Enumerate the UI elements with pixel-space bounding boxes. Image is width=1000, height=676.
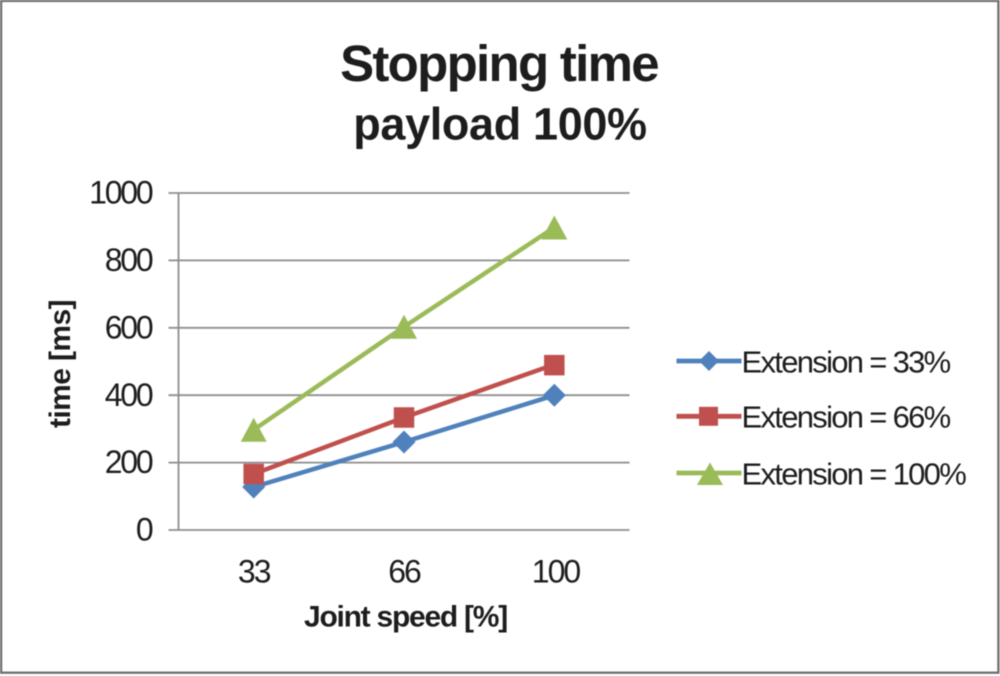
svg-text:Extension = 66%: Extension = 66%: [742, 400, 951, 435]
svg-text:Extension = 33%: Extension = 33%: [742, 344, 951, 379]
svg-text:800: 800: [105, 242, 153, 278]
svg-text:100: 100: [532, 554, 581, 590]
svg-text:Joint speed [%]: Joint speed [%]: [304, 601, 507, 634]
svg-text:200: 200: [105, 444, 153, 480]
svg-text:time [ms]: time [ms]: [44, 300, 77, 428]
svg-text:66: 66: [388, 554, 421, 590]
svg-text:Stopping time: Stopping time: [340, 35, 658, 92]
svg-text:600: 600: [105, 309, 153, 345]
svg-text:400: 400: [105, 377, 153, 413]
svg-text:33: 33: [238, 554, 271, 590]
svg-text:1000: 1000: [89, 175, 153, 211]
svg-text:payload 100%: payload 100%: [353, 99, 646, 150]
svg-text:0: 0: [136, 512, 153, 548]
svg-text:Extension = 100%: Extension = 100%: [742, 457, 967, 492]
